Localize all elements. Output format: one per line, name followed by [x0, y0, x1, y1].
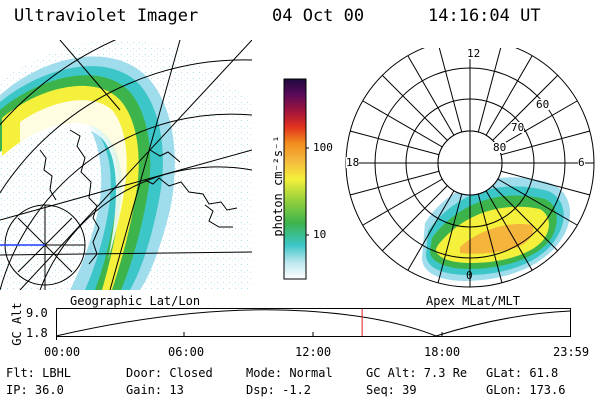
- geographic-map-title: Geographic Lat/Lon: [70, 294, 201, 308]
- mode-info: Mode: Normal: [246, 366, 333, 380]
- time-label: 14:16:04 UT: [428, 6, 541, 26]
- timeline-tick-1: 06:00: [168, 345, 205, 359]
- mlt-label-6: 6: [578, 156, 585, 169]
- timeline-tick-0: 00:00: [44, 345, 81, 359]
- glon-info: GLon: 173.6: [486, 383, 566, 397]
- timeline-ylabel: GC Alt: [10, 302, 24, 346]
- date-label: 04 Oct 00: [272, 6, 365, 26]
- geographic-map: [0, 40, 252, 290]
- polar-plot-title: Apex MLat/MLT: [426, 294, 520, 308]
- color-scale-bar: [283, 78, 309, 280]
- timeline-tick-2: 12:00: [295, 345, 332, 359]
- dsp-info: Dsp: -1.2: [246, 383, 312, 397]
- mlt-label-0: 0: [466, 269, 473, 282]
- coastline-east: [144, 149, 238, 228]
- instrument-title: Ultraviolet Imager: [14, 6, 199, 26]
- coastline: [39, 129, 100, 265]
- gc-alt-info: GC Alt: 7.3 Re: [366, 366, 468, 380]
- mlat-label-80: 80: [493, 141, 507, 154]
- aurora-band-core: [20, 100, 127, 260]
- altitude-curve: [56, 309, 571, 337]
- seq-info: Seq: 39: [366, 383, 417, 397]
- timeline-ymin: 1.8: [26, 326, 48, 340]
- mlat-label-60: 60: [536, 98, 550, 111]
- colorbar-tick-10: 10: [313, 228, 327, 241]
- glat-info: GLat: 61.8: [486, 366, 559, 380]
- mlt-label-12: 12: [467, 47, 481, 60]
- colorbar-tick-100: 100: [313, 141, 333, 154]
- door-info: Door: Closed: [126, 366, 213, 380]
- gain-info: Gain: 13: [126, 383, 184, 397]
- mlt-label-18: 18: [346, 156, 360, 169]
- timeline-tick-4: 23:59: [553, 345, 590, 359]
- colorbar-unit-label: photon cm⁻²s⁻¹: [271, 135, 285, 237]
- polar-plot: [345, 48, 595, 288]
- timeline-tick-3: 18:00: [424, 345, 461, 359]
- ip-info: IP: 36.0: [6, 383, 64, 397]
- mlat-label-70: 70: [511, 121, 525, 134]
- filter-info: Flt: LBHL: [6, 366, 72, 380]
- orbit-altitude-timeline: [56, 308, 571, 340]
- timeline-ymax: 9.0: [26, 306, 48, 320]
